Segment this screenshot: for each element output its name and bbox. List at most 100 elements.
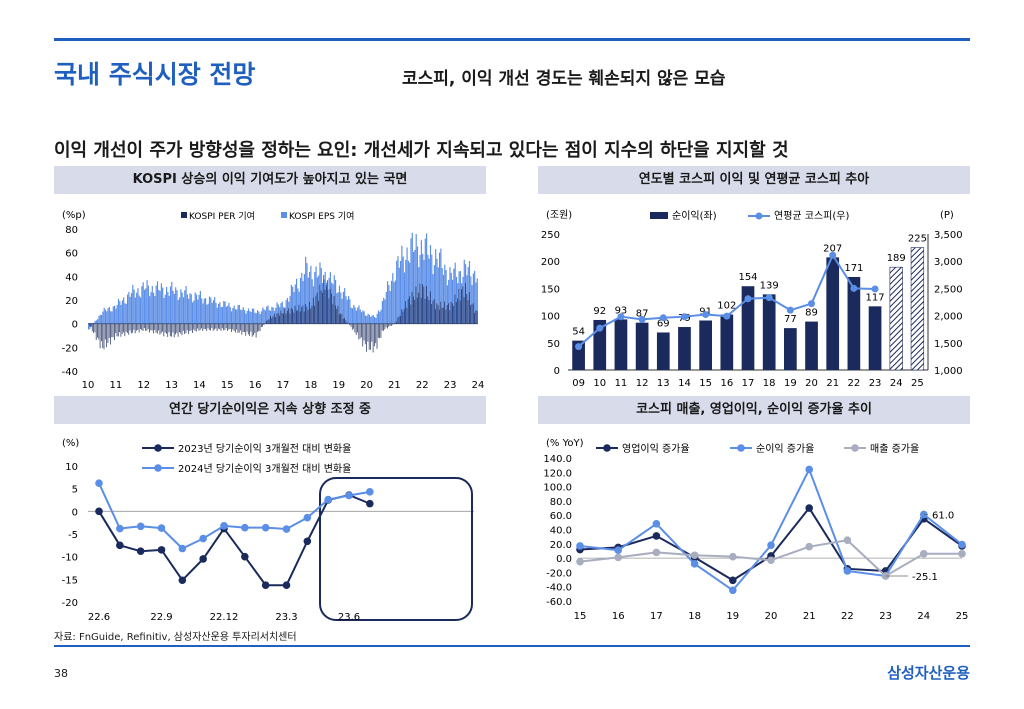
y-tick-label: 20: [65, 296, 78, 307]
per-bar: [285, 313, 287, 324]
per-bar: [184, 323, 186, 335]
series-point-2: [366, 488, 374, 496]
per-bar: [168, 323, 170, 333]
y-tick-label: 80.0: [550, 497, 572, 508]
eps-bar: [459, 271, 461, 324]
eps-bar: [370, 316, 372, 324]
per-bar: [458, 288, 460, 324]
per-bar: [290, 308, 292, 324]
per-bar: [448, 303, 449, 324]
per-bar: [332, 304, 334, 324]
legend-swatch-per: [181, 212, 187, 218]
per-bar: [426, 286, 427, 324]
eps-bar: [442, 274, 445, 324]
eps-bar: [474, 270, 476, 324]
series-point-2: [282, 525, 291, 533]
per-bar: [91, 323, 93, 332]
y-tick-label: 5: [72, 485, 78, 496]
eps-bar: [249, 310, 251, 324]
eps-bar: [314, 271, 316, 324]
eps-bar: [172, 290, 174, 324]
eps-bar: [396, 260, 398, 324]
kospi-avg-point: [723, 312, 731, 320]
per-bar: [179, 323, 180, 333]
series-point-3: [652, 548, 661, 557]
series-point-2: [95, 479, 103, 488]
net-income-bar: [635, 322, 649, 370]
eps-bar: [302, 281, 304, 324]
x-tick-label: 23: [879, 611, 892, 622]
per-bar: [145, 323, 147, 331]
bar-value-label: 117: [866, 292, 885, 303]
per-bar: [413, 296, 414, 324]
eps-bar: [240, 309, 242, 324]
x-tick-label: 19: [784, 378, 797, 389]
eps-bar: [315, 266, 317, 324]
eps-bar: [354, 307, 356, 324]
per-bar: [237, 323, 239, 333]
eps-bar: [110, 311, 112, 324]
per-bar: [198, 323, 200, 331]
per-bar: [475, 310, 477, 324]
per-bar: [123, 323, 124, 333]
x-tick-label: 15: [699, 378, 712, 389]
eps-bar: [146, 280, 148, 324]
x-tick-label: 20: [360, 380, 373, 391]
per-bar: [280, 310, 282, 324]
per-bar: [363, 323, 365, 341]
legend-swatch-eps: [281, 212, 287, 218]
eps-bar: [177, 300, 179, 324]
eps-bar: [251, 308, 253, 324]
per-bar: [333, 296, 335, 324]
x-tick-label: 09: [572, 378, 585, 389]
per-bar: [405, 301, 407, 324]
per-bar: [355, 323, 357, 335]
eps-bar: [384, 299, 386, 324]
legend-label-1: 영업이익 증가율: [622, 442, 690, 455]
series-point-1: [136, 547, 145, 556]
eps-bar: [380, 309, 382, 324]
legend-marker-1: [154, 444, 162, 452]
per-bar: [307, 309, 309, 324]
per-bar: [377, 323, 379, 338]
per-bar: [450, 301, 452, 324]
eps-bar: [244, 310, 246, 324]
eps-bar: [290, 284, 292, 324]
eps-bar: [445, 270, 447, 324]
eps-bar: [205, 298, 207, 324]
eps-bar: [186, 294, 188, 324]
eps-bar: [242, 307, 244, 324]
eps-bar: [416, 246, 419, 324]
eps-bar: [267, 305, 269, 324]
eps-bar: [470, 276, 472, 324]
per-bar: [155, 323, 157, 333]
series-point-2: [199, 534, 207, 543]
y-tick-label: -5: [68, 530, 78, 541]
per-bar: [160, 323, 162, 334]
x-tick-label: 25: [911, 378, 924, 389]
kospi-avg-point: [638, 315, 646, 323]
eps-bar: [180, 289, 182, 324]
per-bar: [89, 323, 91, 327]
kospi-avg-point: [659, 314, 667, 322]
per-bar: [227, 323, 228, 331]
eps-bar: [433, 265, 435, 324]
eps-bar: [232, 308, 234, 324]
per-bar: [440, 301, 442, 324]
per-bar: [254, 323, 256, 334]
per-bar: [344, 317, 345, 324]
eps-bar: [176, 290, 178, 324]
per-bar: [376, 323, 378, 349]
per-bar: [151, 323, 153, 331]
per-bar: [315, 295, 317, 324]
eps-bar: [440, 248, 442, 324]
per-bar: [114, 323, 115, 341]
eps-bar: [123, 297, 125, 324]
series-point-1: [178, 576, 187, 585]
eps-bar: [199, 291, 201, 324]
kospi-avg-point: [850, 284, 858, 292]
eps-bar: [107, 308, 109, 324]
net-income-bar: [868, 306, 882, 370]
per-bar: [197, 323, 199, 329]
eps-bar: [449, 267, 451, 324]
